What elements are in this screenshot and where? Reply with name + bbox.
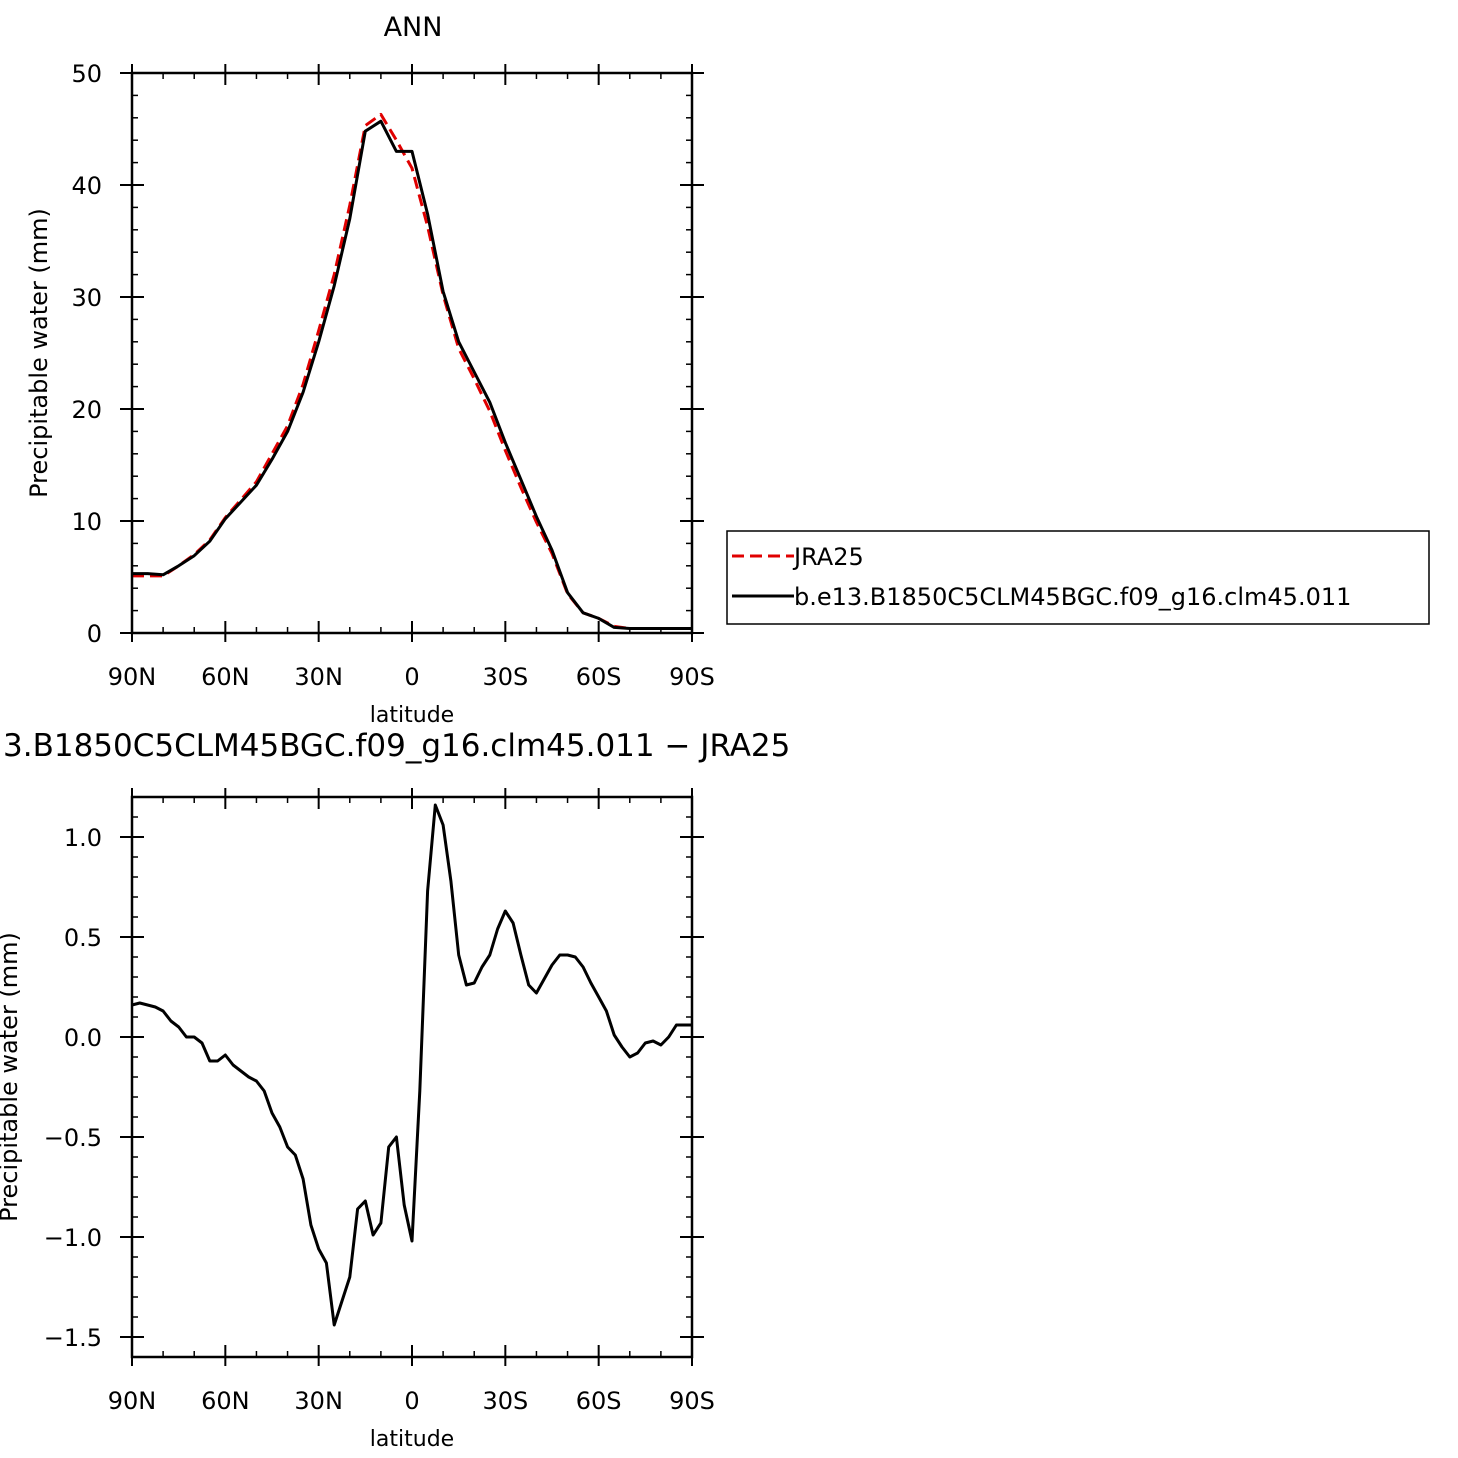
bottom-panel: 3.B1850C5CLM45BGC.f09_g16.clm45.011 − JR… (0, 728, 790, 1452)
top-series-line-1 (132, 119, 692, 630)
bottom-y-tick-label: −1.0 (44, 1224, 102, 1252)
top-tick-labels: 90N 60N 30N 0 30S 60S 90S 0 10 20 30 40 50 (71, 60, 714, 691)
bottom-y-tick-label: −0.5 (44, 1124, 102, 1152)
bottom-y-tick-label: 1.0 (64, 824, 102, 852)
bottom-x-tick-label: 30S (482, 1387, 528, 1415)
bottom-series-line-0 (131, 803, 692, 1327)
bottom-y-axis-label: Precipitable water (mm) (0, 932, 23, 1222)
top-x-tick-label: 90S (669, 663, 715, 691)
top-x-tick-label: 30S (482, 663, 528, 691)
top-series-line-0 (132, 112, 692, 630)
top-y-tick-label: 50 (71, 60, 102, 88)
bottom-y-tick-label: 0.5 (64, 924, 102, 952)
legend-label-model: b.e13.B1850C5CLM45BGC.f09_g16.clm45.011 (794, 583, 1351, 611)
top-y-tick-label: 0 (87, 620, 102, 648)
bottom-x-tick-label: 0 (404, 1387, 419, 1415)
top-x-tick-label: 90N (108, 663, 157, 691)
top-y-tick-label: 20 (71, 396, 102, 424)
top-x-tick-label: 30N (294, 663, 343, 691)
bottom-x-tick-label: 30N (294, 1387, 343, 1415)
bottom-x-tick-label: 60N (201, 1387, 250, 1415)
bottom-x-tick-label: 90N (108, 1387, 157, 1415)
top-y-axis-label: Precipitable water (mm) (25, 208, 53, 498)
top-y-tick-label: 30 (71, 284, 102, 312)
bottom-axis-ticks (120, 788, 704, 1366)
bottom-plot-frame (130, 795, 694, 1359)
bottom-series-lines (131, 803, 692, 1327)
top-y-tick-label: 40 (71, 172, 102, 200)
bottom-x-tick-label: 90S (669, 1387, 715, 1415)
legend-box (726, 530, 1430, 625)
top-x-tick-label: 0 (404, 663, 419, 691)
top-x-axis-label: latitude (370, 703, 454, 728)
top-y-tick-label: 10 (71, 508, 102, 536)
bottom-y-tick-label: −1.5 (44, 1324, 102, 1352)
bottom-chart-title: 3.B1850C5CLM45BGC.f09_g16.clm45.011 − JR… (3, 728, 790, 764)
top-x-tick-label: 60S (576, 663, 622, 691)
bottom-tick-labels: 90N 60N 30N 0 30S 60S 90S −1.5 −1.0 −0.5 0.0 0.5 1.0 (44, 824, 715, 1415)
top-x-tick-label: 60N (201, 663, 250, 691)
top-chart-title: ANN (384, 12, 443, 43)
legend: JRA25 b.e13.B1850C5CLM45BGC.f09_g16.clm4… (726, 530, 1430, 625)
bottom-x-axis-label: latitude (370, 1427, 454, 1452)
bottom-y-tick-label: 0.0 (64, 1024, 102, 1052)
top-panel: ANN 90N 60N 30N 0 30S 60S 90S 0 10 20 30 40 50 latit… (25, 12, 715, 728)
bottom-x-tick-label: 60S (576, 1387, 622, 1415)
legend-label-jra25: JRA25 (792, 543, 864, 571)
top-series-lines (132, 112, 692, 630)
top-plot-frame (130, 71, 694, 635)
